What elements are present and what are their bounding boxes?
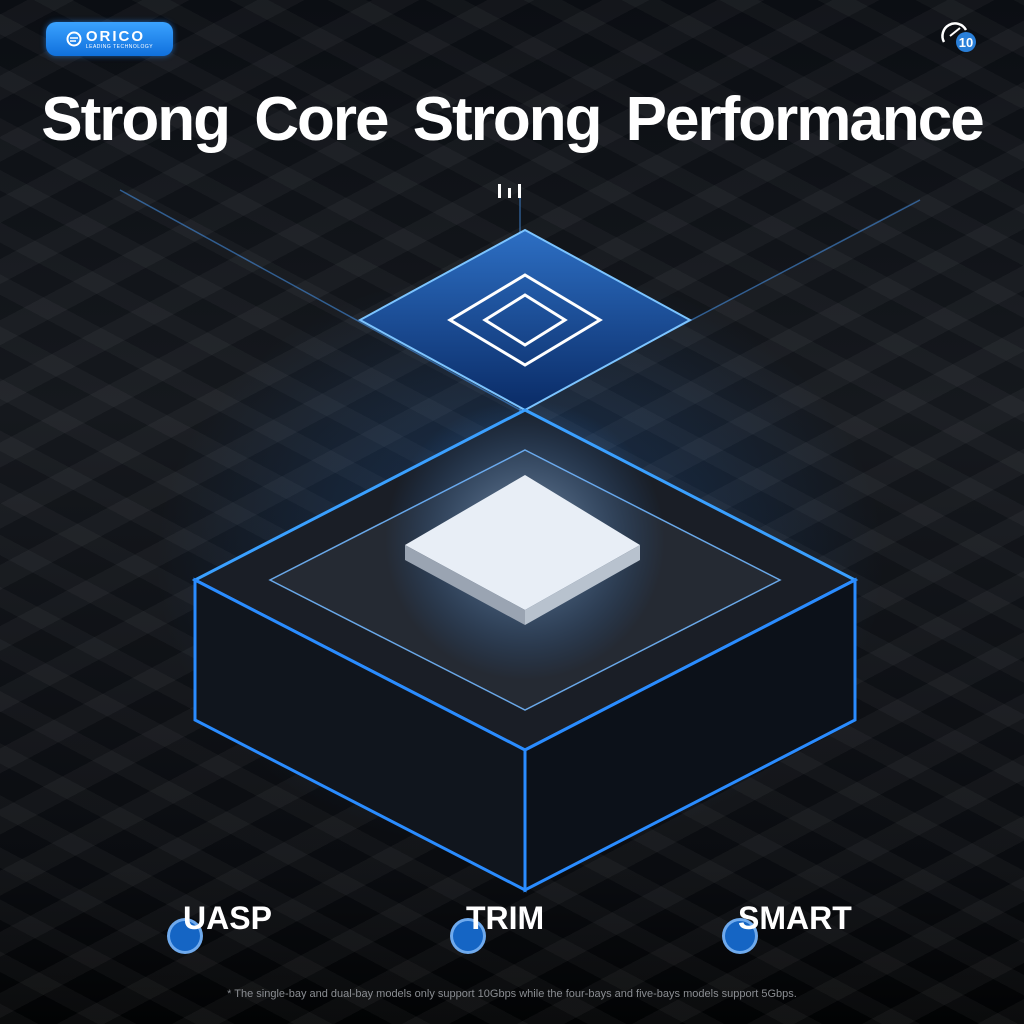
feature-trim: TRIM <box>450 900 545 954</box>
badge-number: 10 <box>959 35 973 50</box>
bullet-icon <box>167 918 203 954</box>
speedometer-icon: 10 <box>941 22 976 52</box>
bullet-icon <box>722 918 758 954</box>
orico-mark-icon <box>66 31 82 47</box>
brand-tagline: LEADING TECHNOLOGY <box>85 43 154 50</box>
page-title: Strong Core Strong Performance <box>41 85 984 154</box>
feature-smart: SMART <box>722 900 852 954</box>
orico-logo: ORICO LEADING TECHNOLOGY <box>46 22 173 56</box>
brand-name: ORICO <box>85 27 146 45</box>
chip-illustration <box>119 184 921 893</box>
feature-label: TRIM <box>466 900 545 936</box>
die <box>405 475 640 610</box>
feature-label: UASP <box>183 900 272 936</box>
chip-base-right <box>523 577 857 893</box>
feature-uasp: UASP <box>167 900 272 954</box>
feature-label: SMART <box>738 900 852 936</box>
bullet-icon <box>450 918 486 954</box>
footnote: * The single-bay and dual-bay models onl… <box>227 988 797 1000</box>
cpu-icon <box>447 273 603 367</box>
floating-chip <box>357 228 693 412</box>
